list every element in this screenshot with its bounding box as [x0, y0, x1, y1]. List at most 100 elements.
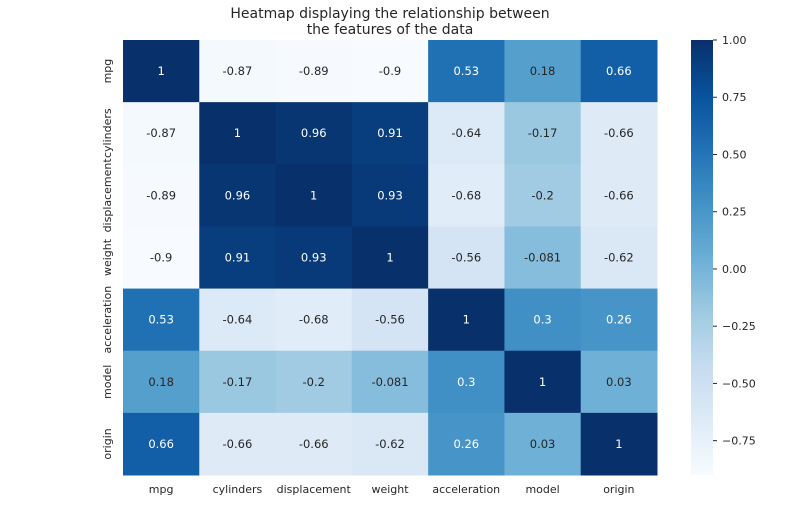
cell-annotation: -0.9 [150, 251, 172, 265]
heatmap-cell [199, 412, 277, 476]
y-tick-label: cylinders [101, 108, 114, 158]
heatmap-cell [428, 350, 505, 414]
cell-annotation: 1 [310, 188, 317, 202]
cell-annotation: 0.53 [453, 64, 479, 78]
cell-annotation: 1 [234, 126, 241, 140]
cell-annotation: 0.66 [606, 64, 632, 78]
heatmap-cell [580, 226, 658, 290]
cell-annotation: -0.081 [371, 375, 408, 389]
cell-annotation: -0.87 [223, 64, 253, 78]
heatmap-cell [275, 164, 353, 227]
cell-annotation: -0.2 [531, 188, 553, 202]
y-tick-label: origin [101, 428, 114, 459]
heatmap-cell [123, 412, 200, 476]
heatmap-cell [504, 412, 582, 476]
heatmap-cell [428, 40, 505, 103]
heatmap-cell [275, 102, 353, 165]
colorbar-tick-label: 0.50 [722, 148, 747, 161]
heatmap-cell [580, 288, 658, 352]
x-tick-label: mpg [149, 483, 174, 496]
heatmap-cells [123, 40, 658, 476]
heatmap-cell [199, 40, 277, 103]
heatmap-cell [428, 288, 505, 352]
cell-annotation: 0.26 [606, 313, 632, 327]
heatmap-cell [351, 40, 429, 103]
x-tick-label: origin [603, 483, 634, 496]
x-tick-label: model [525, 483, 559, 496]
cell-annotation: -0.62 [375, 437, 405, 451]
heatmap-cell [275, 288, 353, 352]
cell-annotation: 0.18 [530, 64, 556, 78]
heatmap-cell [580, 102, 658, 165]
cell-annotation: -0.9 [379, 64, 401, 78]
y-tick-label: mpg [101, 59, 114, 84]
heatmap-cell [428, 226, 505, 290]
cell-annotation: -0.56 [375, 313, 405, 327]
cell-annotation: -0.66 [299, 437, 329, 451]
y-tick-label: displacement [101, 158, 114, 233]
cell-annotation: 0.93 [301, 251, 327, 265]
colorbar-tick-label: −0.25 [722, 320, 756, 333]
heatmap-cell [123, 350, 200, 414]
cell-annotation: -0.89 [146, 188, 176, 202]
colorbar-tick-label: 0.25 [722, 206, 747, 219]
cell-annotation: 0.91 [377, 126, 403, 140]
cell-annotation: 0.3 [457, 375, 475, 389]
cell-annotation: 0.3 [533, 313, 551, 327]
heatmap-cell [351, 350, 429, 414]
x-tick-label: displacement [277, 483, 352, 496]
colorbar-gradient [691, 40, 713, 475]
x-tick-label: acceleration [432, 483, 500, 496]
heatmap-cell [199, 102, 277, 165]
heatmap-cell [504, 350, 582, 414]
cell-annotation: -0.62 [604, 251, 634, 265]
x-axis-tick-labels: mpg cylinders displacement weight accelerati… [149, 483, 635, 496]
heatmap-cell [199, 226, 277, 290]
heatmap-cell [580, 164, 658, 227]
colorbar-tick-label: 0.75 [722, 91, 747, 104]
cell-annotation: 1 [386, 251, 393, 265]
cell-annotation: -0.68 [299, 313, 329, 327]
cell-annotation: -0.2 [302, 375, 324, 389]
heatmap-cell [428, 102, 505, 165]
cell-annotation: -0.87 [146, 126, 176, 140]
cell-annotation: 0.26 [453, 437, 479, 451]
cell-annotation: 0.53 [148, 313, 174, 327]
heatmap-cell [504, 164, 582, 227]
cell-annotation: -0.66 [604, 188, 634, 202]
heatmap-cell [275, 226, 353, 290]
heatmap-cell [428, 164, 505, 227]
colorbar-tick-label: −0.50 [722, 377, 756, 390]
cell-annotation: 1 [157, 64, 164, 78]
heatmap-cell [504, 288, 582, 352]
cell-annotation: 0.03 [606, 375, 632, 389]
cell-annotation: -0.64 [223, 313, 253, 327]
cell-annotation: 0.96 [225, 188, 251, 202]
colorbar-tick-label: −0.75 [722, 435, 756, 448]
heatmap-cell [199, 164, 277, 227]
cell-annotation: 0.93 [377, 188, 403, 202]
cell-annotation: -0.17 [528, 126, 558, 140]
heatmap-cell [351, 164, 429, 227]
y-tick-label: acceleration [101, 286, 114, 354]
heatmap-cell [351, 102, 429, 165]
heatmap-cell [504, 40, 582, 103]
cell-annotation: 0.03 [530, 437, 556, 451]
heatmap-cell [123, 102, 200, 165]
cell-annotation: 0.91 [225, 251, 251, 265]
heatmap-cell [580, 350, 658, 414]
cell-annotation: -0.89 [299, 64, 329, 78]
cell-annotation: -0.64 [451, 126, 481, 140]
cell-annotation: 1 [463, 313, 470, 327]
heatmap-cell [351, 226, 429, 290]
cell-annotation: -0.66 [604, 126, 634, 140]
colorbar-tick-label: 1.00 [722, 34, 747, 47]
chart-title-line: the features of the data [307, 22, 474, 38]
heatmap-cell [123, 40, 200, 103]
heatmap-cell [275, 40, 353, 103]
cell-annotation: -0.17 [223, 375, 253, 389]
heatmap-cell [580, 40, 658, 103]
cell-annotations: 1 -0.87 -0.89 -0.9 0.53 0.18 0.66 -0.87 1 0.96 0.9… [146, 64, 633, 451]
